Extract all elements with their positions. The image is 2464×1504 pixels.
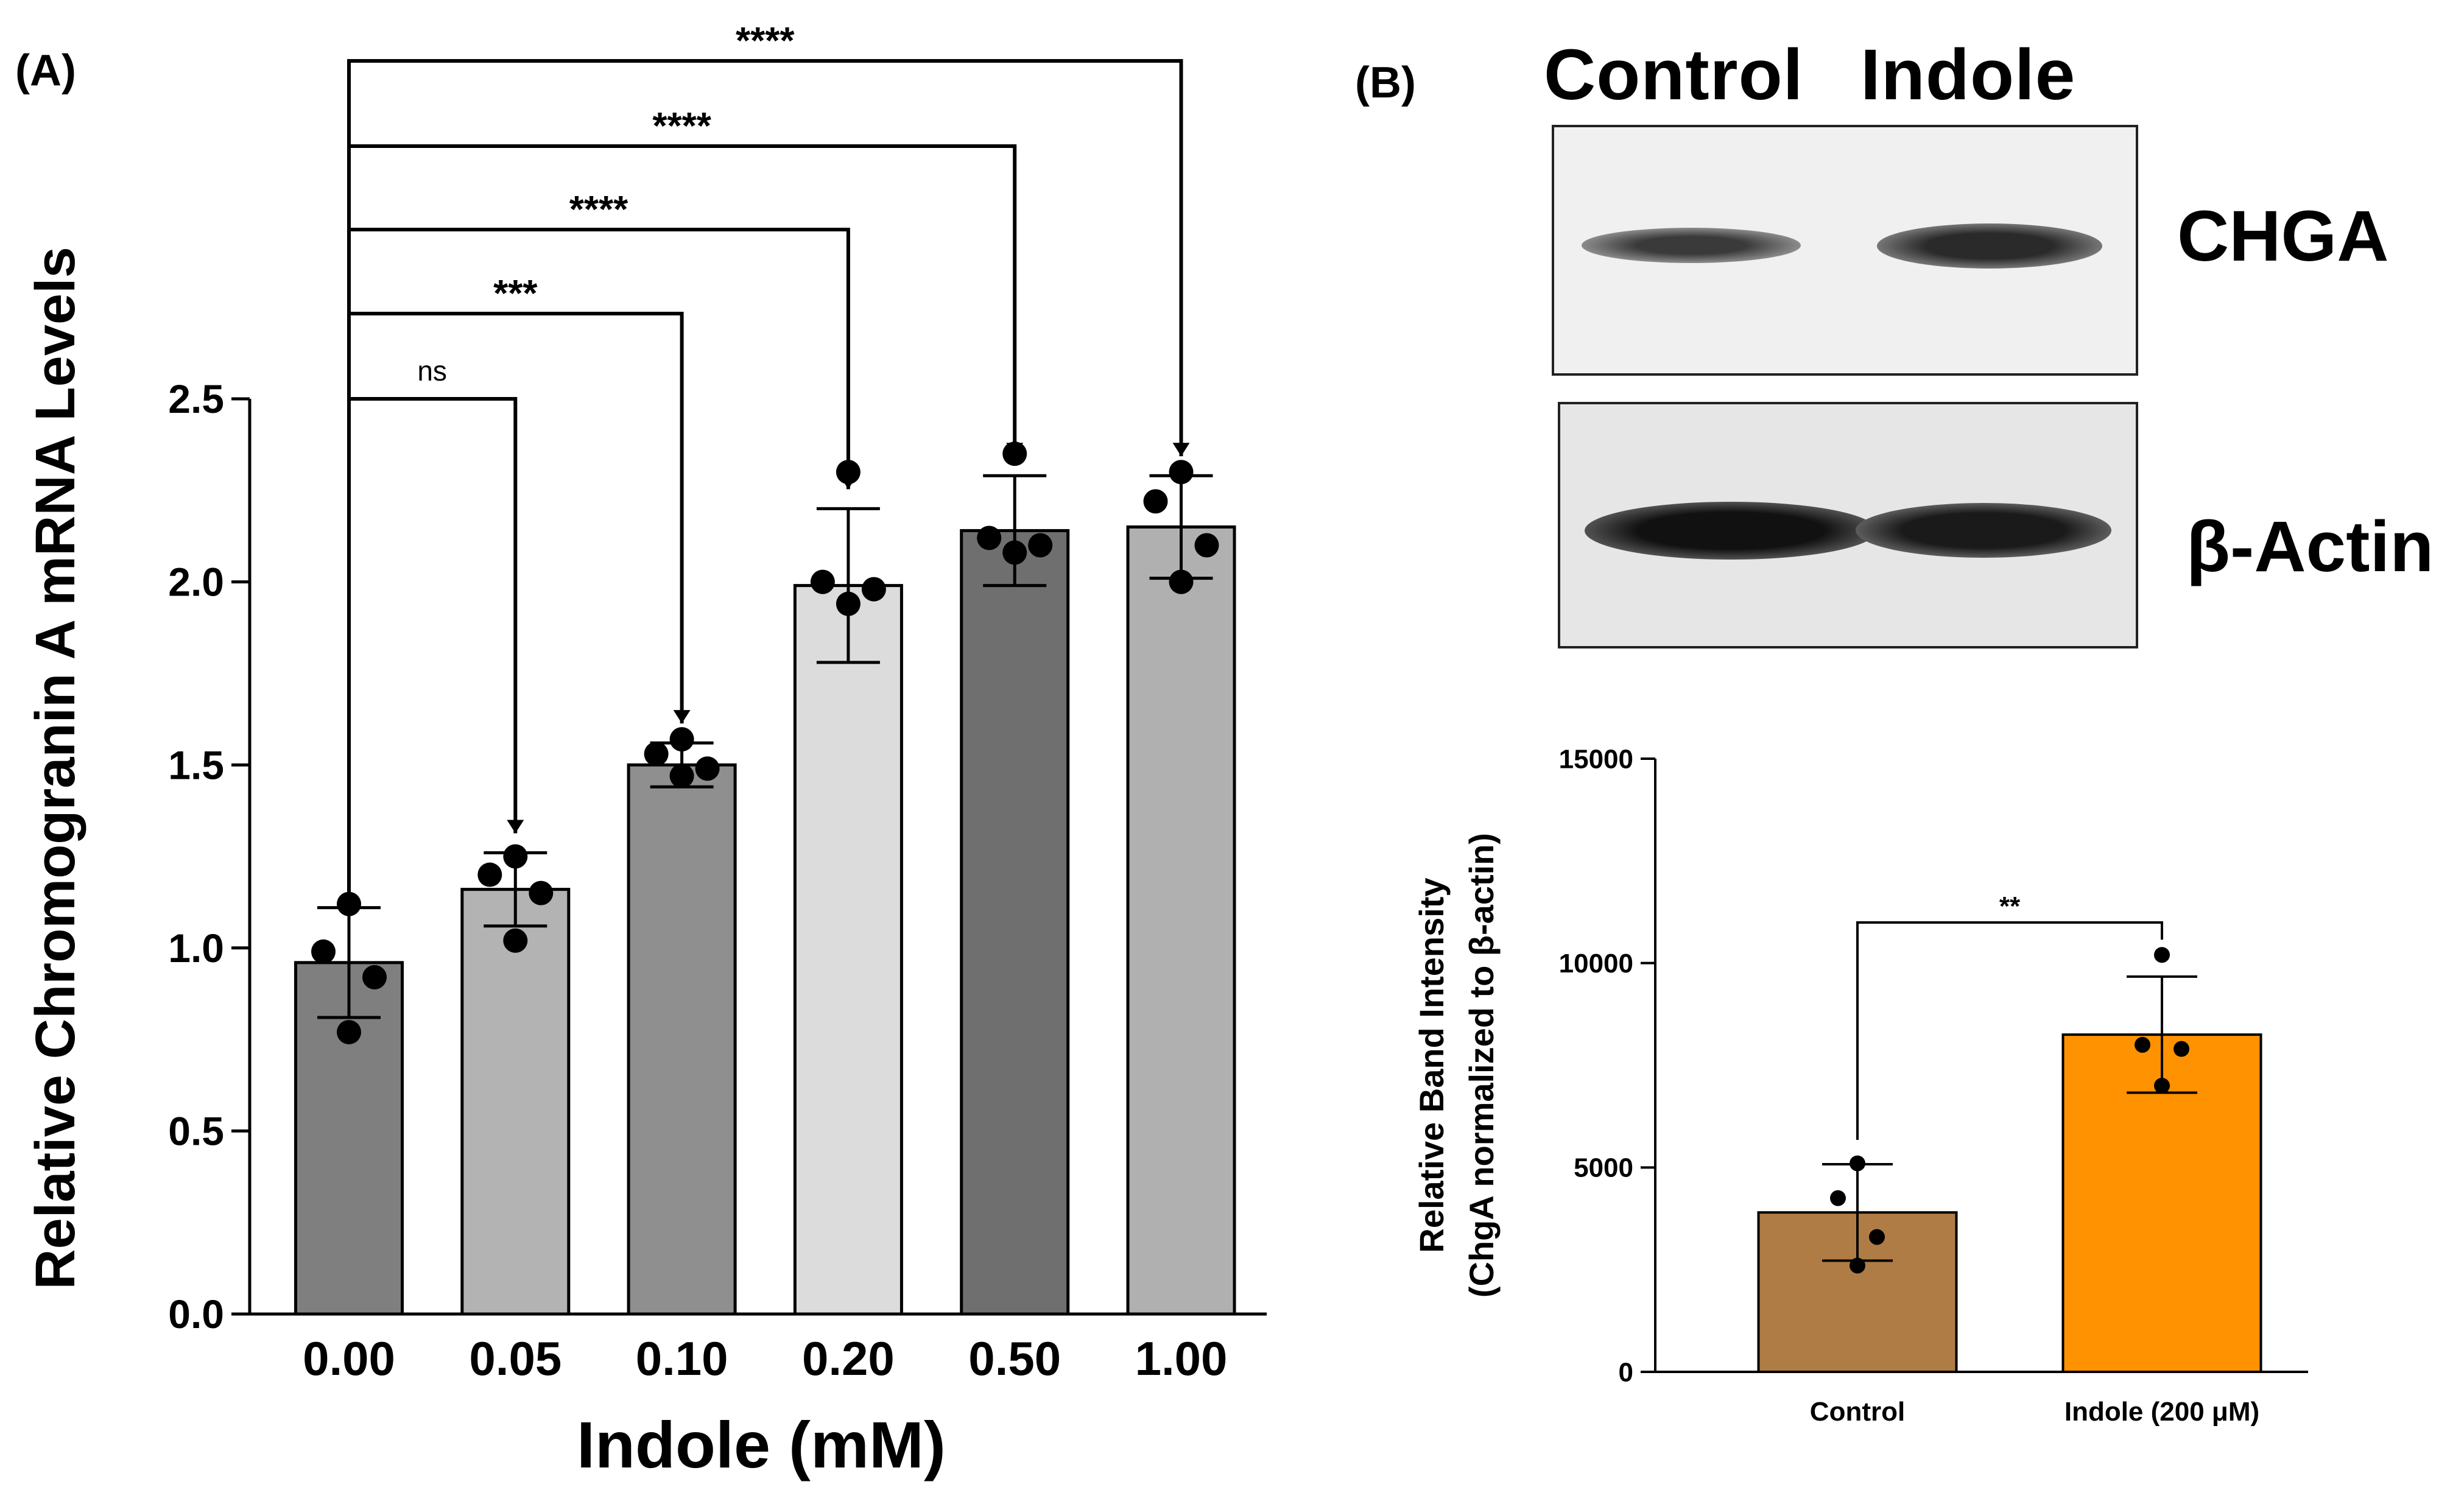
a-significance-label: **** [569,189,628,231]
panel-a-label: (A) [15,46,76,95]
a-data-point [1194,533,1219,558]
a-data-point [337,1020,361,1045]
blot-band-actin-control [1585,502,1877,560]
a-data-point [337,891,361,916]
a-x-axis-title: Indole (mM) [577,1408,946,1481]
a-data-point [477,862,502,887]
a-data-point [810,569,835,594]
a-bar [460,888,571,1316]
a-data-point [362,965,387,989]
blot-lane-label-control: Control [1544,35,1804,115]
a-bracket-arrowhead [507,820,524,834]
a-significance-label: *** [493,273,538,315]
a-significance-label: **** [652,105,711,147]
blot-band-actin-indole [1856,503,2111,558]
a-significance-bracket [347,397,518,895]
a-bracket-arrowhead [1006,443,1024,457]
a-data-point [695,756,720,781]
a-x-tick-label: 0.10 [636,1332,728,1385]
a-bar [793,584,903,1316]
a-data-point [311,939,336,964]
panel-b-label: (B) [1355,58,1416,107]
a-significance-label: ns [417,355,447,387]
a-x-tick-label: 0.00 [303,1332,395,1385]
a-data-point [977,525,1002,550]
blot-lane-label-indole: Indole [1860,35,2076,115]
a-y-tick-label: 2.5 [168,376,224,421]
a-data-point [669,727,694,752]
a-data-point [529,880,554,905]
a-data-point [861,577,886,602]
a-bar [1126,525,1236,1316]
a-data-point [644,742,669,767]
a-data-point [1028,533,1053,558]
a-y-tick-label: 0.5 [168,1109,224,1154]
blot-actin-membrane [1558,402,2138,648]
a-bracket-arrowhead [673,710,691,724]
a-data-point [1169,460,1194,485]
a-y-tick-label: 0.0 [168,1291,224,1337]
a-bar [627,763,737,1316]
blot-band-chga-indole [1877,223,2102,269]
a-y-tick-label: 1.0 [168,926,224,971]
a-data-point [503,844,528,869]
blot-chga-membrane [1552,125,2138,376]
a-data-point [503,928,528,953]
a-significance-label: **** [736,20,795,62]
a-y-tick-label: 2.0 [168,560,224,605]
blot-protein-label-actin: β-Actin [2186,507,2434,587]
a-y-tick-label: 1.5 [168,742,224,787]
a-data-point [836,591,861,616]
a-bracket-arrowhead [1172,443,1190,457]
a-bar [960,529,1070,1316]
a-data-point [669,764,694,789]
a-x-tick-label: 0.50 [968,1332,1061,1385]
a-bracket-arrowhead [839,476,857,490]
a-data-point [1169,569,1194,594]
blot-protein-label-chga: CHGA [2177,196,2389,276]
a-x-tick-label: 1.00 [1135,1332,1228,1385]
a-data-point [1002,540,1027,565]
blot-band-chga-control [1582,228,1801,263]
a-x-tick-label: 0.20 [802,1332,895,1385]
a-significance-bracket [347,59,1183,895]
a-x-tick-label: 0.05 [469,1332,561,1385]
a-significance-bracket [347,228,850,895]
a-y-axis-title: Relative Chromogranin A mRNA Levels [24,247,86,1290]
a-data-point [1143,489,1168,514]
